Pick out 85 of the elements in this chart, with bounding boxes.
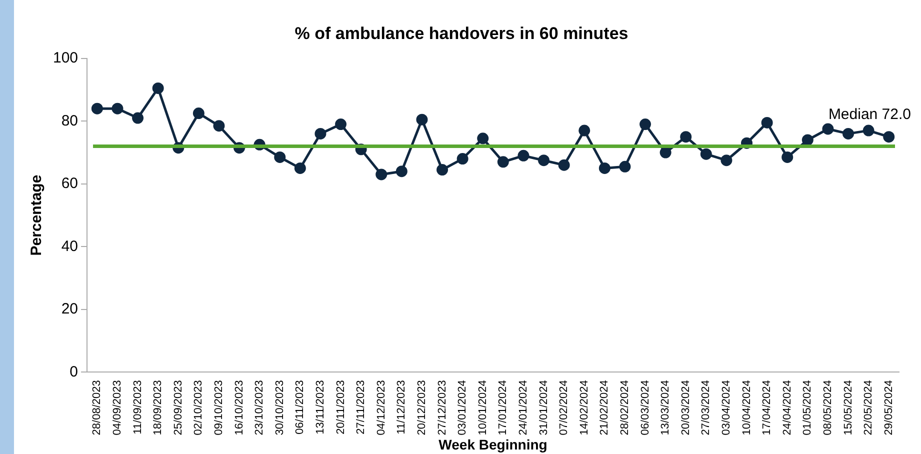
point — [822, 123, 834, 135]
x-tick-label: 20/12/2023 — [416, 380, 428, 436]
x-tick-label: 31/01/2024 — [538, 380, 550, 436]
x-tick-label: 06/03/2024 — [639, 380, 652, 436]
x-axis-title: Week Beginning — [438, 436, 548, 452]
point — [376, 168, 388, 180]
point — [416, 114, 428, 126]
point — [619, 160, 631, 172]
x-tick-label: 06/11/2023 — [294, 380, 306, 434]
x-tick-label: 22/05/2024 — [862, 380, 875, 436]
x-tick-label: 03/01/2024 — [456, 380, 469, 436]
x-tick-label: 27/03/2024 — [700, 380, 712, 436]
x-tick-label: 11/12/2023 — [396, 380, 408, 434]
point — [720, 154, 732, 166]
x-tick-label: 15/05/2024 — [842, 380, 854, 436]
point — [132, 112, 144, 124]
point — [538, 154, 550, 166]
y-tick-label: 100 — [52, 50, 78, 67]
x-tick-label: 20/03/2024 — [680, 380, 692, 436]
point — [213, 120, 225, 132]
x-tick-label: 23/10/2023 — [254, 380, 266, 436]
x-tick-label: 18/09/2023 — [152, 380, 164, 436]
point — [192, 108, 204, 120]
point — [660, 146, 672, 158]
point — [518, 150, 530, 162]
point — [578, 124, 590, 136]
point — [152, 82, 164, 94]
x-tick-label: 03/04/2024 — [720, 380, 732, 436]
x-tick-label: 09/10/2023 — [213, 380, 226, 436]
x-tick-label: 10/04/2024 — [740, 380, 753, 436]
point — [842, 128, 854, 140]
point — [598, 162, 610, 174]
x-tick-label: 14/02/2024 — [578, 380, 590, 436]
x-tick-label: 25/09/2023 — [172, 380, 184, 436]
point — [782, 151, 794, 163]
x-tick-label: 08/05/2024 — [822, 380, 834, 436]
point — [862, 124, 874, 136]
x-tick-label: 27/12/2023 — [436, 380, 448, 436]
x-tick-label: 13/03/2024 — [660, 380, 672, 436]
y-tick-label: 60 — [61, 175, 78, 192]
point — [274, 151, 286, 163]
point — [456, 153, 468, 165]
x-tick-label: 29/05/2024 — [882, 380, 895, 436]
point — [640, 118, 652, 130]
x-tick-label: 24/01/2024 — [517, 380, 530, 436]
point — [477, 132, 489, 144]
point — [91, 102, 103, 114]
x-tick-label: 21/02/2024 — [598, 380, 611, 436]
x-tick-label: 17/04/2024 — [761, 380, 774, 436]
point — [436, 164, 448, 176]
x-tick-label: 04/12/2023 — [375, 380, 388, 436]
point — [802, 134, 814, 146]
x-tick-label: 24/04/2024 — [781, 380, 794, 436]
point — [294, 162, 306, 174]
x-tick-label: 27/11/2023 — [355, 380, 368, 434]
x-tick-label: 01/05/2024 — [802, 380, 814, 436]
point — [680, 131, 692, 143]
y-tick-label: 40 — [61, 238, 78, 255]
point — [558, 159, 570, 171]
x-tick-label: 11/09/2023 — [132, 380, 144, 434]
x-tick-label: 13/11/2023 — [314, 380, 326, 434]
x-tick-label: 20/11/2023 — [334, 380, 347, 434]
point — [314, 128, 326, 140]
x-tick-label: 07/02/2024 — [558, 380, 570, 436]
y-tick-label: 20 — [61, 300, 78, 318]
chart-title: % of ambulance handovers in 60 minutes — [294, 24, 628, 43]
x-tick-label: 17/01/2024 — [497, 380, 510, 436]
y-tick-label: 80 — [61, 112, 78, 130]
point — [335, 118, 347, 130]
ref-line-label: Median 72.0 — [828, 106, 911, 123]
point — [497, 156, 509, 168]
point — [396, 166, 408, 178]
y-axis-title: Percentage — [28, 174, 46, 256]
x-tick-label: 10/01/2024 — [476, 380, 489, 436]
point — [883, 131, 895, 143]
x-tick-label: 02/10/2023 — [192, 380, 205, 436]
x-tick-label: 04/09/2023 — [112, 380, 124, 436]
point — [112, 102, 124, 114]
x-tick-label: 28/08/2023 — [91, 380, 104, 436]
x-tick-label: 30/10/2023 — [274, 380, 286, 436]
point — [761, 116, 773, 128]
point — [700, 148, 712, 160]
y-tick-label: 0 — [70, 363, 78, 380]
x-tick-label: 16/10/2023 — [233, 380, 246, 436]
x-tick-label: 28/02/2024 — [618, 380, 631, 436]
